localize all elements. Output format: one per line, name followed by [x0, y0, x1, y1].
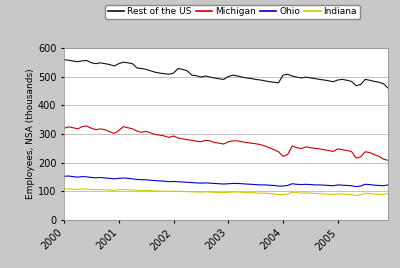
- Line: Ohio: Ohio: [64, 176, 388, 187]
- Indiana: [386, 192, 390, 195]
- Michigan: [386, 159, 390, 162]
- Michigan: [144, 130, 148, 133]
- Ohio: [66, 174, 71, 178]
- Ohio: [386, 183, 390, 187]
- Indiana: [176, 189, 180, 193]
- Indiana: [354, 194, 358, 197]
- Michigan: [112, 132, 116, 135]
- Michigan: [176, 136, 180, 140]
- Michigan: [249, 142, 254, 145]
- Y-axis label: Employees, NSA (thousands): Employees, NSA (thousands): [26, 69, 35, 199]
- Rest of the US: [171, 72, 176, 75]
- Indiana: [66, 187, 71, 191]
- Indiana: [367, 192, 372, 195]
- Line: Rest of the US: Rest of the US: [64, 60, 388, 88]
- Indiana: [112, 189, 116, 192]
- Line: Indiana: Indiana: [64, 189, 388, 195]
- Ohio: [176, 180, 180, 183]
- Ohio: [249, 183, 254, 186]
- Ohio: [112, 177, 116, 180]
- Ohio: [367, 183, 372, 186]
- Michigan: [272, 148, 276, 151]
- Rest of the US: [107, 63, 112, 66]
- Ohio: [354, 185, 358, 188]
- Rest of the US: [139, 67, 144, 70]
- Michigan: [285, 153, 290, 156]
- Legend: Rest of the US, Michigan, Ohio, Indiana: Rest of the US, Michigan, Ohio, Indiana: [105, 5, 360, 19]
- Ohio: [272, 184, 276, 187]
- Michigan: [84, 124, 89, 128]
- Indiana: [62, 188, 66, 191]
- Michigan: [62, 127, 66, 130]
- Rest of the US: [267, 80, 272, 83]
- Rest of the US: [244, 76, 249, 80]
- Indiana: [249, 191, 254, 194]
- Rest of the US: [62, 58, 66, 61]
- Ohio: [285, 184, 290, 187]
- Indiana: [272, 192, 276, 196]
- Rest of the US: [281, 73, 286, 77]
- Line: Michigan: Michigan: [64, 126, 388, 160]
- Indiana: [285, 192, 290, 196]
- Ohio: [62, 175, 66, 178]
- Rest of the US: [386, 86, 390, 90]
